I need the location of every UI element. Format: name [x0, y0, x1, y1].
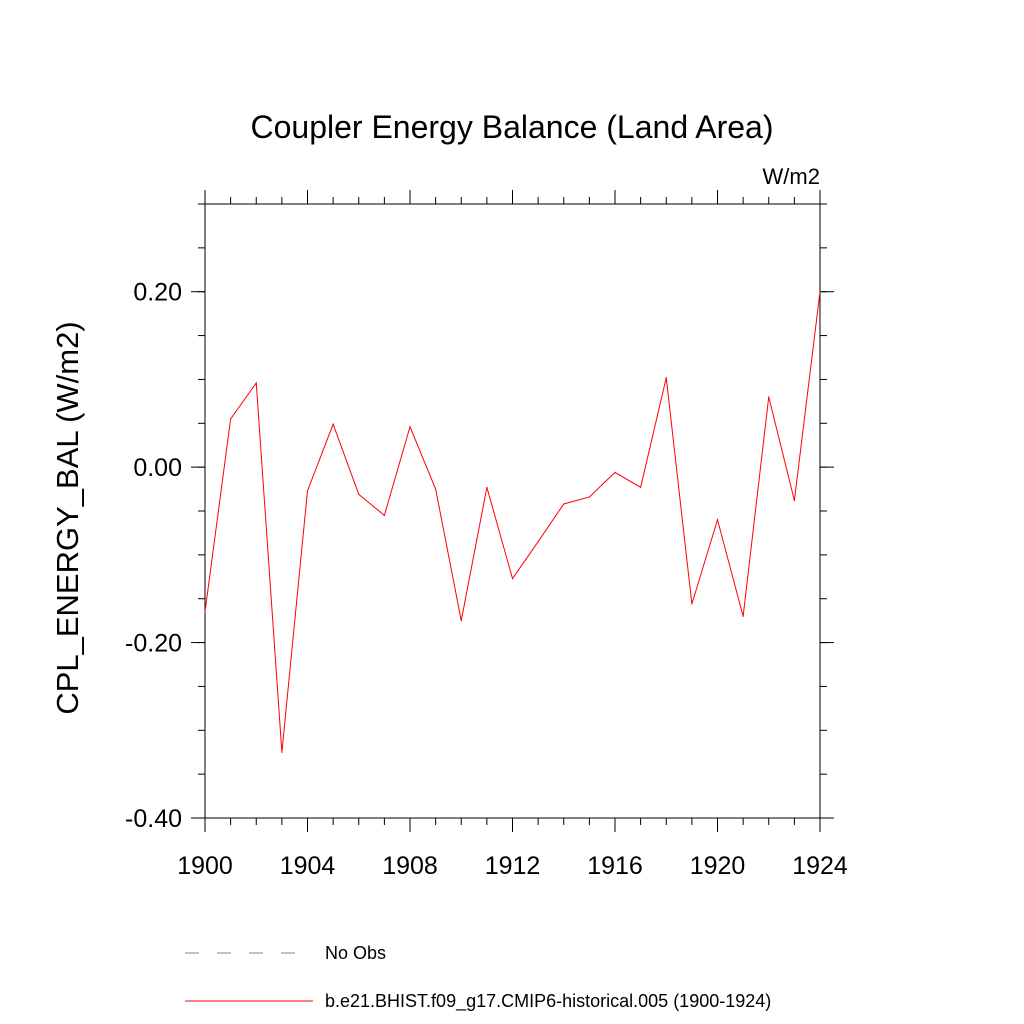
x-tick-label: 1908 [382, 852, 438, 880]
legend: No Obs b.e21.BHIST.f09_g17.CMIP6-histori… [185, 943, 771, 1012]
data-point [768, 396, 770, 398]
data-point [511, 577, 514, 580]
chart-title: Coupler Energy Balance (Land Area) [251, 109, 774, 145]
data-point [383, 514, 385, 516]
axis-tick-labels: 1900 1904 1908 1912 1916 1920 1924 -0.40 -0.20 0.… [125, 279, 848, 880]
x-tick-label: 1924 [792, 852, 848, 880]
legend-label-model-run: b.e21.BHIST.f09_g17.CMIP6-historical.005… [325, 991, 771, 1012]
plot-frame [204, 203, 821, 819]
data-point [230, 418, 232, 420]
x-tick-label: 1920 [690, 852, 746, 880]
x-tick-label: 1912 [485, 852, 541, 880]
data-point [486, 486, 488, 488]
data-point [306, 490, 309, 492]
x-tick-label: 1916 [587, 852, 643, 880]
series-layer [204, 291, 821, 753]
y-tick-label: -0.40 [125, 805, 182, 833]
units-label: W/m2 [763, 164, 820, 189]
data-point [691, 603, 693, 605]
data-point [588, 496, 590, 498]
data-point [460, 620, 462, 622]
data-point [358, 493, 360, 495]
data-point [563, 503, 565, 505]
data-point [409, 426, 411, 428]
axis-ticks [191, 190, 834, 832]
legend-label-no-obs: No Obs [325, 943, 386, 963]
data-point [255, 382, 257, 384]
data-point [332, 423, 334, 425]
y-tick-label: 0.00 [133, 454, 182, 482]
data-point [819, 291, 821, 293]
y-tick-label: 0.20 [133, 279, 182, 307]
data-point [204, 611, 206, 613]
y-tick-label: -0.20 [125, 630, 182, 658]
data-point [640, 486, 642, 488]
data-point [614, 471, 616, 474]
data-point [742, 615, 744, 617]
data-point [281, 751, 283, 753]
data-point [435, 488, 437, 490]
data-point [537, 541, 539, 543]
data-point [793, 499, 795, 502]
x-tick-label: 1904 [280, 852, 336, 880]
x-tick-label: 1900 [177, 852, 233, 880]
data-point [665, 377, 667, 379]
y-axis-label: CPL_ENERGY_BAL (W/m2) [50, 321, 85, 714]
series-line [204, 291, 821, 753]
data-point [716, 519, 719, 521]
